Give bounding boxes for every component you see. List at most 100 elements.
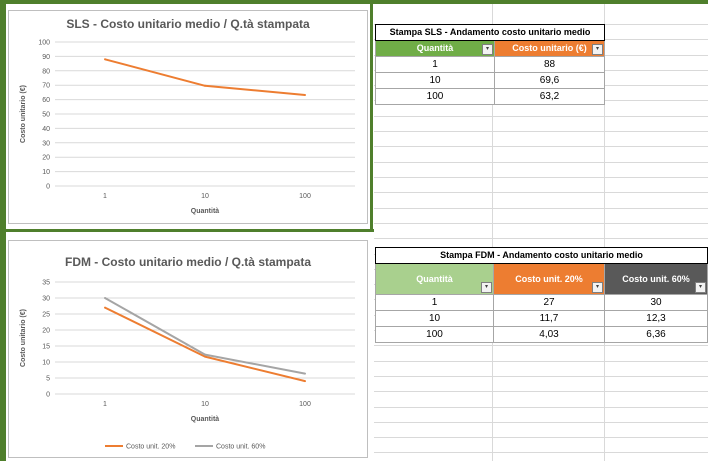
data-point <box>104 306 106 309</box>
data-point <box>304 93 306 96</box>
y-tick-label: 100 <box>38 40 50 47</box>
x-tick-label: 10 <box>201 193 209 200</box>
grid-line-h <box>374 223 708 224</box>
filter-dropdown-icon[interactable]: ▾ <box>592 44 603 55</box>
filter-dropdown-icon[interactable]: ▾ <box>481 282 492 293</box>
fdm-table: Stampa FDM - Andamento costo unitario me… <box>375 247 708 343</box>
table-row: 1 88 <box>375 56 605 73</box>
grid-line-h <box>374 376 708 377</box>
sls-table: Stampa SLS - Andamento costo unitario me… <box>375 24 605 105</box>
grid-line-h <box>374 238 708 239</box>
grid-line-h <box>374 192 708 193</box>
fdm-table-title: Stampa FDM - Andamento costo unitario me… <box>375 247 708 264</box>
grid-line-h <box>374 452 708 453</box>
data-point <box>304 380 306 383</box>
x-axis-label: Quantità <box>191 416 219 423</box>
fdm-header-costo-60-label: Costo unit. 60% <box>622 273 690 284</box>
data-point <box>204 353 206 356</box>
cell[interactable]: 100 <box>375 326 494 343</box>
y-tick-label: 35 <box>42 280 50 287</box>
fdm-header-costo-20[interactable]: Costo unit. 20% ▾ <box>493 263 605 295</box>
y-tick-label: 60 <box>42 97 50 104</box>
grid-line-h <box>374 177 708 178</box>
cell[interactable]: 6,36 <box>604 326 708 343</box>
data-point <box>304 372 306 375</box>
y-tick-label: 50 <box>42 112 50 119</box>
filter-dropdown-icon[interactable]: ▾ <box>592 282 603 293</box>
cell[interactable]: 69,6 <box>494 72 605 89</box>
data-point <box>104 297 106 299</box>
grid-line-h <box>374 131 708 132</box>
sls-chart[interactable]: SLS - Costo unitario medio / Q.tà stampa… <box>8 10 368 224</box>
grid-line-h <box>374 437 708 438</box>
y-tick-label: 0 <box>46 392 50 399</box>
cell[interactable]: 10 <box>375 310 494 327</box>
grid-line-h <box>374 116 708 117</box>
x-tick-label: 10 <box>201 401 209 408</box>
y-tick-label: 70 <box>42 83 50 90</box>
grid-line-h <box>374 162 708 163</box>
y-tick-label: 80 <box>42 68 50 75</box>
cell[interactable]: 1 <box>375 56 495 73</box>
grid-line-h <box>374 361 708 362</box>
y-tick-label: 20 <box>42 328 50 335</box>
grid-line-h <box>374 407 708 408</box>
cell[interactable]: 30 <box>604 294 708 311</box>
fdm-header-costo-60[interactable]: Costo unit. 60% ▾ <box>604 263 708 295</box>
filter-dropdown-icon[interactable]: ▾ <box>482 44 493 55</box>
table-row: 10 69,6 <box>375 72 605 89</box>
legend-label: Costo unit. 20% <box>126 444 175 451</box>
y-tick-label: 0 <box>46 184 50 191</box>
series-line-1 <box>104 58 306 96</box>
fdm-header-quantita[interactable]: Quantità ▾ <box>375 263 494 295</box>
y-axis-label: Costo unitario (€) <box>20 309 27 367</box>
grid-line-v <box>604 4 605 461</box>
filter-dropdown-icon[interactable]: ▾ <box>695 282 706 293</box>
table-row: 100 63,2 <box>375 88 605 105</box>
grid-line-v <box>492 4 493 461</box>
cell[interactable]: 10 <box>375 72 495 89</box>
section-border <box>370 0 373 232</box>
cell[interactable]: 27 <box>493 294 605 311</box>
x-tick-label: 1 <box>103 401 107 408</box>
cell[interactable]: 88 <box>494 56 605 73</box>
cell[interactable]: 12,3 <box>604 310 708 327</box>
y-tick-label: 10 <box>42 360 50 367</box>
x-tick-label: 1 <box>103 193 107 200</box>
grid-line-h <box>374 422 708 423</box>
cell[interactable]: 11,7 <box>493 310 605 327</box>
sls-header-costo-label: Costo unitario (€) <box>512 43 587 53</box>
data-point <box>204 84 206 87</box>
sls-header-quantita[interactable]: Quantità ▾ <box>375 40 495 57</box>
x-axis-label: Quantità <box>191 208 219 215</box>
cell[interactable]: 1 <box>375 294 494 311</box>
grid-line-h <box>374 391 708 392</box>
sheet-border-left <box>0 0 6 461</box>
sls-header-quantita-label: Quantità <box>416 43 454 53</box>
sls-header-costo[interactable]: Costo unitario (€) ▾ <box>494 40 605 57</box>
y-tick-label: 30 <box>42 296 50 303</box>
grid-line-h <box>374 345 708 346</box>
table-row: 1 27 30 <box>375 294 708 311</box>
cell[interactable]: 4,03 <box>493 326 605 343</box>
y-tick-label: 15 <box>42 344 50 351</box>
table-row: 100 4,03 6,36 <box>375 326 708 343</box>
cell[interactable]: 100 <box>375 88 495 105</box>
x-tick-label: 100 <box>299 193 311 200</box>
y-tick-label: 40 <box>42 126 50 133</box>
fdm-chart[interactable]: FDM - Costo unitario medio / Q.tà stampa… <box>8 240 368 458</box>
data-point <box>204 355 206 358</box>
grid-line-h <box>374 146 708 147</box>
grid-line-h <box>374 208 708 209</box>
legend-label: Costo unit. 60% <box>216 444 265 451</box>
sheet-border-top <box>0 0 708 4</box>
table-row: 10 11,7 12,3 <box>375 310 708 327</box>
y-axis-label: Costo unitario (€) <box>20 85 27 143</box>
sls-table-title: Stampa SLS - Andamento costo unitario me… <box>375 24 605 41</box>
fdm-chart-title: FDM - Costo unitario medio / Q.tà stampa… <box>64 255 312 269</box>
section-divider <box>6 229 374 232</box>
cell[interactable]: 63,2 <box>494 88 605 105</box>
data-point <box>104 58 106 61</box>
fdm-chart-plot: 0 5 10 15 20 25 30 35 1 10 100 Quantità Costo unitar… <box>20 280 355 451</box>
y-tick-label: 90 <box>42 54 50 61</box>
